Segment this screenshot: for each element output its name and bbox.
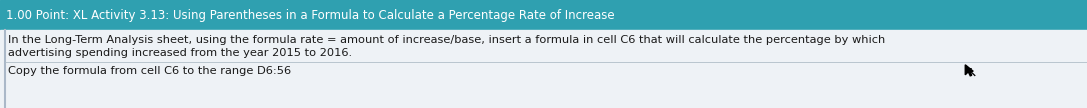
Bar — [0, 30, 1087, 108]
Polygon shape — [965, 65, 973, 76]
Text: ↖: ↖ — [965, 65, 978, 80]
Bar — [0, 0, 1087, 30]
Text: advertising spending increased from the year 2015 to 2016.: advertising spending increased from the … — [8, 48, 352, 58]
Text: Copy the formula from cell C6 to the range D6:56: Copy the formula from cell C6 to the ran… — [8, 66, 291, 76]
Text: In the Long-Term Analysis sheet, using the formula rate = amount of increase/bas: In the Long-Term Analysis sheet, using t… — [8, 35, 885, 45]
Text: 1.00 Point: XL Activity 3.13: Using Parentheses in a Formula to Calculate a Perc: 1.00 Point: XL Activity 3.13: Using Pare… — [7, 9, 614, 21]
